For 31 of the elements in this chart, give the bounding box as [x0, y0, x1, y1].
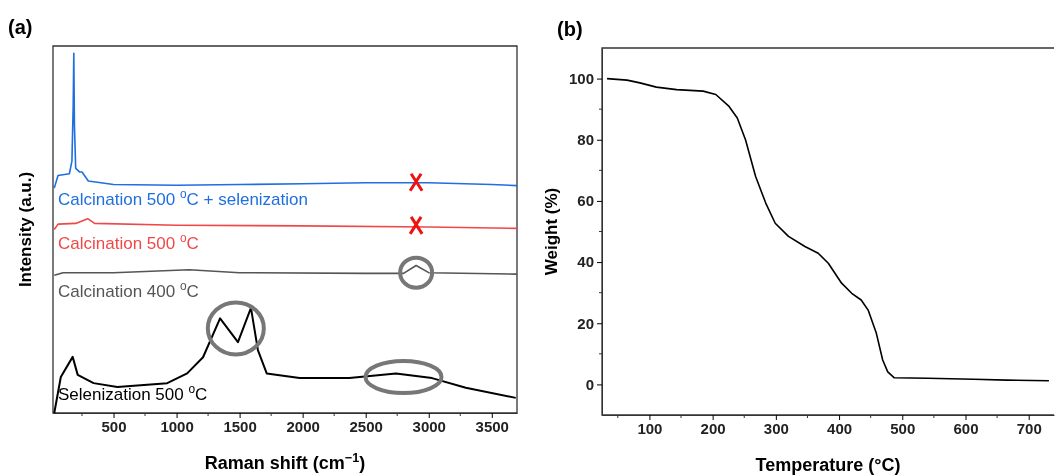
- x-tick-label: 500: [101, 417, 127, 435]
- series-label: Calcination 400 $^{o}$C: [58, 278, 199, 301]
- series-label: Calcination 500 $^{o}$C + selenization: [58, 186, 308, 209]
- x-tick-label: 2500: [349, 417, 383, 435]
- x-tick-label: 400: [827, 419, 853, 437]
- y-tick-label: 80: [577, 131, 594, 149]
- x-tick-label: 500: [890, 419, 916, 437]
- y-tick-label: 20: [577, 314, 594, 332]
- x-tick-label: 1500: [223, 417, 257, 435]
- y-axis-title: Weight (%): [542, 187, 561, 276]
- chart-title: (a): [8, 16, 33, 38]
- x-tick-label: 300: [763, 419, 789, 437]
- x-tick-label: 2000: [286, 417, 320, 435]
- x-tick-label: 1000: [160, 417, 194, 435]
- x-axis-title: Raman shift (cm$^{−1}$): [204, 451, 366, 473]
- x-tick-label: 3500: [475, 417, 509, 435]
- line-series: [606, 77, 1050, 382]
- x-tick-label: 3000: [412, 417, 446, 435]
- x-axis-title: Temperature (°C): [755, 455, 901, 475]
- x-tick-label: 200: [700, 419, 726, 437]
- y-tick-label: 60: [577, 192, 594, 210]
- x-tick-label: 100: [637, 419, 663, 437]
- series-label: Calcination 500 $^{o}$C: [58, 231, 199, 254]
- series-label: Selenization 500 $^{o}$C: [58, 381, 208, 404]
- y-tick-label: 40: [577, 253, 594, 271]
- x-tick-label: 600: [953, 419, 979, 437]
- x-tick-label: 700: [1016, 419, 1042, 437]
- y-tick-label: 0: [585, 375, 594, 393]
- chart-title: (b): [557, 18, 583, 40]
- y-tick-label: 100: [568, 69, 594, 87]
- y-axis-title: Intensity (a.u.): [16, 171, 35, 288]
